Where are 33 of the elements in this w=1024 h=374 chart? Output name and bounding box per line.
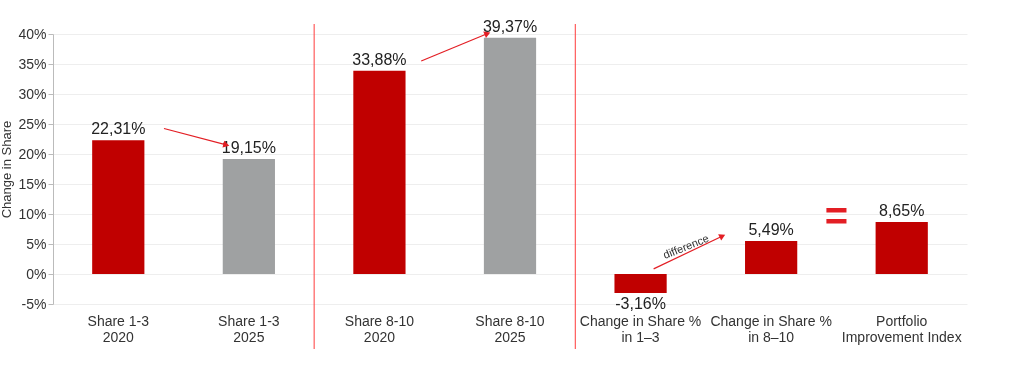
bar <box>483 37 537 274</box>
annotation: = <box>824 193 849 238</box>
y-tick-label: 0% <box>26 265 47 282</box>
y-tick-label: 30% <box>18 85 47 102</box>
x-tick-label: Change in Share % in 1–3 <box>579 312 702 345</box>
y-tick-label: 15% <box>18 175 47 192</box>
bar <box>745 241 798 274</box>
x-tick-label: Portfolio Improvement Index <box>841 312 962 345</box>
x-tick-label: Share 8-10 2025 <box>475 312 545 345</box>
y-tick-label: 40% <box>18 25 47 42</box>
data-label: 8,65% <box>879 202 925 220</box>
x-tick-label: Share 1-3 2025 <box>218 312 280 345</box>
x-tick-label: Share 8-10 2020 <box>344 312 415 345</box>
y-tick-label: 25% <box>18 115 47 132</box>
y-tick-label: 10% <box>18 205 47 222</box>
y-tick-label: 20% <box>18 145 47 162</box>
bar <box>875 222 928 274</box>
y-axis-title: Change in Share <box>0 120 15 219</box>
y-tick-label: -5% <box>21 295 47 312</box>
x-tick-label: Share 1-3 2020 <box>87 312 150 345</box>
data-label: 22,31% <box>91 120 146 138</box>
y-tick-label: 5% <box>26 235 47 252</box>
y-tick-label: 35% <box>18 55 47 72</box>
data-label: 19,15% <box>221 139 276 157</box>
bar <box>353 70 406 274</box>
data-label: -3,16% <box>615 294 666 312</box>
bar <box>222 159 275 274</box>
x-tick-label: Change in Share % in 8–10 <box>710 312 832 345</box>
data-label: 33,88% <box>352 50 407 68</box>
bar <box>614 274 667 293</box>
data-label: 39,37% <box>482 17 538 35</box>
bar <box>92 140 145 274</box>
data-label: 5,49% <box>748 221 794 239</box>
